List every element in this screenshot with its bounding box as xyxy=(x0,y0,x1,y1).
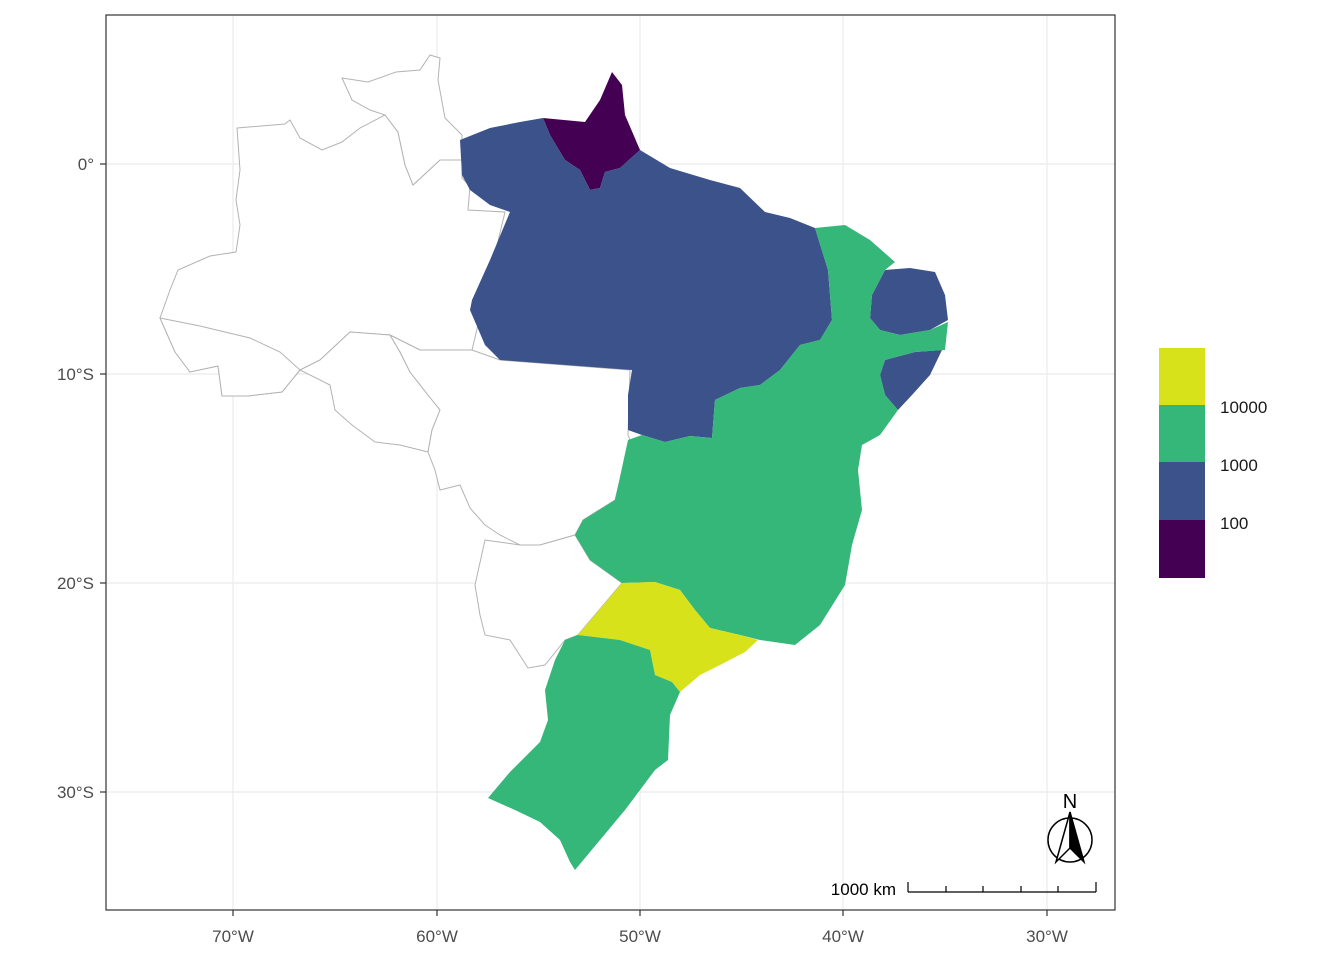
legend-label: 10000 xyxy=(1220,398,1267,417)
legend-swatch xyxy=(1159,462,1205,520)
y-tick-label: 10°S xyxy=(57,365,94,384)
state-para xyxy=(460,118,832,442)
x-tick-label: 50°W xyxy=(619,927,661,946)
legend-swatch xyxy=(1159,520,1205,578)
state-south xyxy=(488,635,680,870)
states-with-data xyxy=(460,72,948,870)
y-tick-label: 20°S xyxy=(57,574,94,593)
x-axis-labels: 70°W 60°W 50°W 40°W 30°W xyxy=(212,927,1068,946)
scale-bar-label: 1000 km xyxy=(831,880,896,899)
x-tick-label: 40°W xyxy=(822,927,864,946)
panel-border xyxy=(105,14,1116,911)
legend-label: 1000 xyxy=(1220,456,1258,475)
x-tick-label: 70°W xyxy=(212,927,254,946)
x-tick-label: 60°W xyxy=(416,927,458,946)
legend-label: 100 xyxy=(1220,514,1248,533)
states-no-data xyxy=(159,54,631,669)
y-tick-label: 0° xyxy=(78,155,94,174)
y-tick-label: 30°S xyxy=(57,783,94,802)
state-amapa xyxy=(543,72,640,190)
legend-swatch xyxy=(1159,348,1205,406)
state-acre xyxy=(159,317,301,397)
state-sao-paulo xyxy=(578,582,758,692)
state-bahia-minas xyxy=(575,225,948,645)
north-arrow-icon: N xyxy=(1047,791,1093,865)
state-pernambuco xyxy=(880,350,942,410)
state-ceara xyxy=(870,268,948,335)
x-tick-label: 30°W xyxy=(1026,927,1068,946)
north-arrow-label: N xyxy=(1063,791,1077,813)
legend-swatch xyxy=(1159,405,1205,463)
legend: 10000 1000 100 xyxy=(1159,348,1267,578)
scale-bar: 1000 km xyxy=(831,880,1097,899)
axis-ticks xyxy=(100,163,1048,916)
y-axis-labels: 0° 10°S 20°S 30°S xyxy=(57,155,94,802)
state-mato-grosso xyxy=(388,333,631,546)
